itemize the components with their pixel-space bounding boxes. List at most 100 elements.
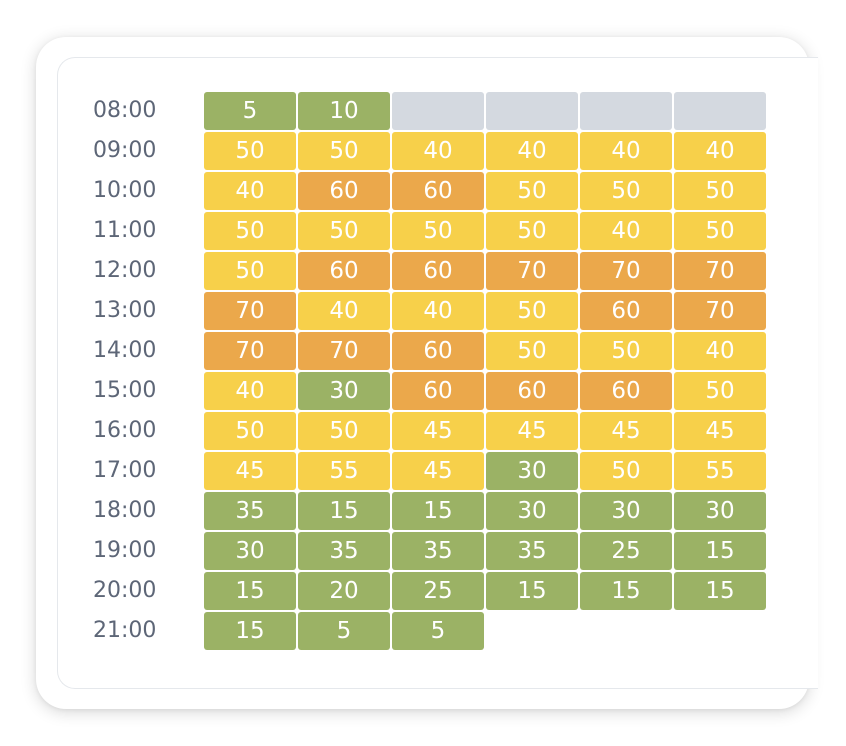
cell-value-label: 50 (235, 258, 265, 284)
heatmap-cell (204, 172, 296, 210)
heatmap-cell (674, 572, 766, 610)
heatmap-cell (204, 252, 296, 290)
heatmap-cell (392, 532, 484, 570)
heatmap-cell (674, 532, 766, 570)
cell-value-label: 30 (517, 458, 547, 484)
cell-value-label: 40 (611, 218, 641, 244)
cell-value-label: 60 (423, 338, 453, 364)
time-label: 08:00 (93, 98, 157, 123)
cell-value-label: 15 (705, 578, 735, 604)
heatmap-cell-empty (486, 92, 578, 130)
cell-value-label: 70 (235, 298, 265, 324)
cell-value-label: 50 (705, 218, 735, 244)
cell-value-label: 45 (235, 458, 265, 484)
cell-value-label: 50 (705, 178, 735, 204)
cell-value-label: 40 (517, 138, 547, 164)
cell-value-label: 30 (517, 498, 547, 524)
heatmap-cell (486, 252, 578, 290)
heatmap-cell (392, 212, 484, 250)
heatmap-cell (486, 372, 578, 410)
cell-value-label: 40 (329, 298, 359, 324)
cell-value-label: 25 (423, 578, 453, 604)
heatmap-cell (204, 292, 296, 330)
cell-value-label: 50 (517, 298, 547, 324)
heatmap-cell (392, 252, 484, 290)
cell-value-label: 15 (611, 578, 641, 604)
cell-value-label: 50 (611, 178, 641, 204)
heatmap-cell (580, 132, 672, 170)
heatmap-cell (204, 372, 296, 410)
heatmap-cell (674, 332, 766, 370)
cell-value-label: 35 (235, 498, 265, 524)
heatmap-cell (298, 292, 390, 330)
heatmap-cell (204, 612, 296, 650)
cell-value-label: 30 (705, 498, 735, 524)
cell-value-label: 5 (430, 618, 446, 644)
cell-value-label: 50 (235, 218, 265, 244)
heatmap-cell (392, 572, 484, 610)
cell-value-label: 50 (517, 218, 547, 244)
heatmap-cell (674, 452, 766, 490)
cell-value-label: 70 (517, 258, 547, 284)
cell-value-label: 70 (705, 258, 735, 284)
cell-value-label: 40 (611, 138, 641, 164)
heatmap-cell-empty (674, 92, 766, 130)
heatmap-cell (204, 532, 296, 570)
cell-value-label: 40 (705, 338, 735, 364)
heatmap-cell (486, 532, 578, 570)
cell-value-label: 50 (329, 138, 359, 164)
cell-value-label: 50 (517, 178, 547, 204)
heatmap-cell (674, 492, 766, 530)
heatmap-cell (674, 292, 766, 330)
time-label: 11:00 (93, 218, 157, 243)
cell-value-label: 5 (336, 618, 352, 644)
time-label: 16:00 (93, 418, 157, 443)
time-label: 15:00 (93, 378, 157, 403)
heatmap-cell (486, 412, 578, 450)
heatmap-cell (204, 92, 296, 130)
cell-value-label: 50 (517, 338, 547, 364)
heatmap-cell (392, 452, 484, 490)
heatmap-cell (580, 372, 672, 410)
heatmap-cell (298, 492, 390, 530)
cell-value-label: 60 (329, 178, 359, 204)
cell-value-label: 45 (423, 458, 453, 484)
cell-value-label: 10 (329, 98, 359, 124)
heatmap-cell (486, 132, 578, 170)
cell-value-label: 60 (329, 258, 359, 284)
cell-value-label: 60 (423, 378, 453, 404)
heatmap-cell (674, 372, 766, 410)
time-label: 20:00 (93, 578, 157, 603)
heatmap-cell (298, 572, 390, 610)
time-label: 13:00 (93, 298, 157, 323)
cell-value-label: 50 (611, 458, 641, 484)
heatmap-cell (674, 132, 766, 170)
heatmap-cell (298, 412, 390, 450)
heatmap-cell (204, 572, 296, 610)
cell-value-label: 20 (329, 578, 359, 604)
time-label: 10:00 (93, 178, 157, 203)
cell-value-label: 40 (235, 178, 265, 204)
heatmap-cell (298, 332, 390, 370)
heatmap-cell (298, 132, 390, 170)
cell-value-label: 30 (329, 378, 359, 404)
cell-value-label: 30 (611, 498, 641, 524)
cell-value-label: 45 (423, 418, 453, 444)
heatmap-cell (204, 492, 296, 530)
heatmap-cell (486, 172, 578, 210)
cell-value-label: 35 (517, 538, 547, 564)
cell-value-label: 15 (705, 538, 735, 564)
time-label: 18:00 (93, 498, 157, 523)
cell-value-label: 45 (611, 418, 641, 444)
heatmap-cell (204, 212, 296, 250)
cell-value-label: 15 (517, 578, 547, 604)
heatmap-cell (392, 412, 484, 450)
heatmap-cell (298, 92, 390, 130)
heatmap-cell (298, 532, 390, 570)
heatmap-cell (204, 132, 296, 170)
cell-value-label: 50 (705, 378, 735, 404)
heatmap-cell (204, 332, 296, 370)
cell-value-label: 15 (329, 498, 359, 524)
cell-value-label: 50 (329, 418, 359, 444)
